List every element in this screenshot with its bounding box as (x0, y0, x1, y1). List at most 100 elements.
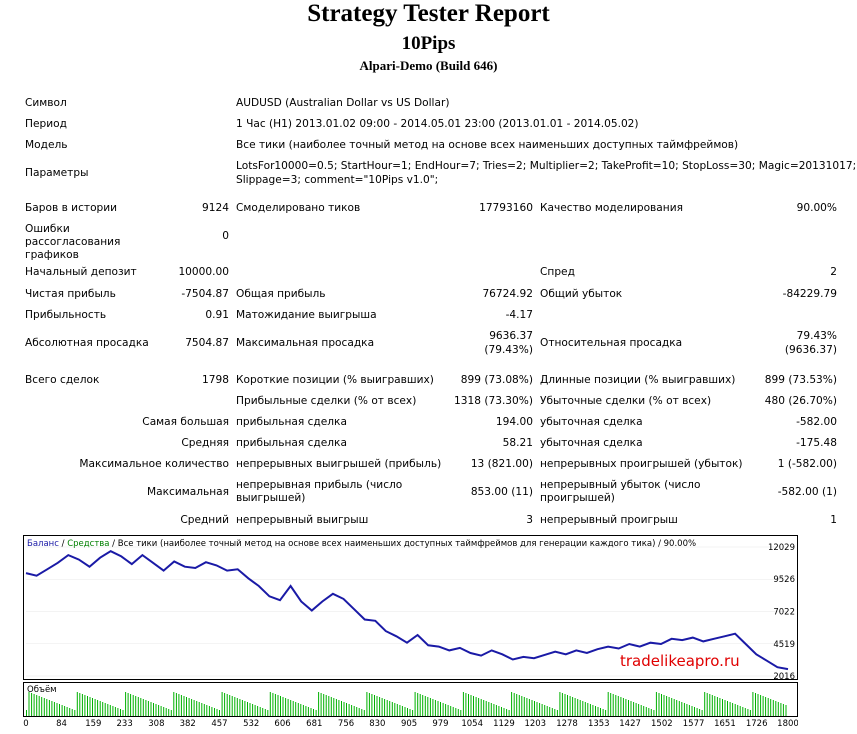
max-cons-profit-label: непрерывная прибыль (число выигрышей) (236, 479, 403, 504)
legend-separator: / (59, 539, 67, 549)
volume-bar (711, 695, 713, 716)
volume-bar (310, 708, 312, 716)
avg-cons-losses-value: 1 (830, 514, 837, 526)
volume-bar (696, 708, 698, 716)
volume-bar (341, 701, 342, 716)
volume-bar (716, 697, 718, 716)
volume-bar (229, 695, 231, 716)
volume-bar (737, 705, 739, 716)
volume-bar (244, 701, 246, 716)
volume-bar (412, 710, 414, 716)
volume-bar (650, 709, 652, 716)
volume-bar (503, 708, 505, 716)
volume-bar (46, 699, 48, 716)
x-tick-label: 1353 (588, 719, 610, 729)
volume-bar (48, 700, 50, 716)
volume-bar (561, 693, 563, 716)
volume-bar (452, 707, 454, 716)
volume-bar (422, 695, 424, 716)
volume-bar (318, 692, 320, 716)
rel-drawdown-amount: (9636.37) (784, 344, 837, 356)
max-drawdown-percent: (79.43%) (484, 344, 533, 356)
volume-bar (330, 697, 332, 716)
volume-bar (526, 698, 528, 716)
long-positions-label: Длинные позиции (% выигравших) (540, 374, 736, 386)
volume-bar (361, 709, 363, 716)
avg-cons-label: Средний (180, 514, 229, 526)
volume-bar (495, 705, 497, 716)
volume-bar (142, 699, 144, 716)
volume-bar (493, 704, 495, 716)
volume-bar (501, 707, 502, 716)
x-tick-label: 1502 (651, 719, 673, 729)
volume-bar (744, 708, 746, 716)
volume-bar (300, 704, 302, 716)
ticks-label: Смоделировано тиков (236, 202, 361, 214)
volume-bar (625, 699, 627, 716)
volume-bar (724, 700, 726, 716)
volume-bar (462, 692, 464, 716)
volume-bar (582, 701, 584, 716)
volume-bar (277, 695, 279, 716)
volume-bar (203, 704, 205, 716)
loss-trades-label: Убыточные сделки (% от всех) (540, 395, 712, 407)
volume-bar (368, 693, 370, 716)
volume-bar (584, 702, 586, 716)
volume-bar (414, 692, 416, 716)
volume-bar (483, 700, 485, 716)
volume-bar (595, 706, 596, 716)
volume-bar (376, 696, 378, 716)
volume-bar (546, 706, 548, 716)
volume-bars (26, 692, 787, 716)
volume-bar (620, 697, 622, 716)
volume-bar (180, 695, 182, 716)
volume-bar (734, 704, 736, 716)
volume-bar (645, 707, 647, 716)
x-tick-label: 1726 (746, 719, 768, 729)
abs-drawdown-value: 7504.87 (185, 337, 229, 349)
y-tick-label: 9526 (773, 575, 795, 585)
volume-bar (247, 702, 248, 716)
volume-bar (163, 707, 165, 716)
volume-bar (150, 702, 152, 716)
max-drawdown-value: 9636.37 (489, 330, 533, 342)
volume-bar (193, 700, 195, 716)
largest-label: Самая большая (142, 416, 229, 428)
volume-bar (536, 702, 538, 716)
x-tick-label: 1577 (683, 719, 705, 729)
x-tick-label: 1054 (461, 719, 483, 729)
symbol-value: AUDUSD (Australian Dollar vs US Dollar) (236, 97, 450, 109)
volume-bar (41, 697, 43, 716)
x-tick-label: 1651 (714, 719, 736, 729)
volume-bar (747, 709, 749, 716)
volume-bar (366, 692, 368, 716)
period-value: 1 Час (H1) 2013.01.02 09:00 - 2014.05.01… (236, 118, 639, 130)
volume-bar (442, 703, 444, 716)
balance-chart: Баланс / Средства / Все тики (наиболее т… (23, 535, 798, 734)
volume-bar (307, 707, 309, 716)
volume-bar (290, 700, 292, 716)
volume-bar (234, 697, 236, 716)
volume-bar (559, 692, 561, 716)
volume-bar (554, 709, 556, 716)
symbol-label: Символ (25, 97, 67, 109)
volume-bar (226, 694, 228, 716)
volume-bar (186, 697, 187, 716)
volume-bar (206, 705, 208, 716)
volume-bar (282, 697, 284, 716)
volume-bar (219, 710, 220, 716)
volume-bar (386, 700, 388, 716)
x-tick-label: 905 (401, 719, 417, 729)
legend-equity: Средства (67, 539, 109, 549)
volume-bar (506, 709, 508, 716)
volume-bar (455, 708, 457, 716)
volume-bar (556, 710, 558, 716)
volume-bar (216, 709, 218, 716)
volume-bar (89, 697, 91, 716)
x-tick-label: 1427 (619, 719, 641, 729)
volume-bar (749, 710, 751, 716)
y-tick-label: 2016 (773, 672, 795, 682)
volume-bar (328, 696, 330, 716)
volume-bar (470, 695, 472, 716)
volume-bar (208, 706, 210, 716)
